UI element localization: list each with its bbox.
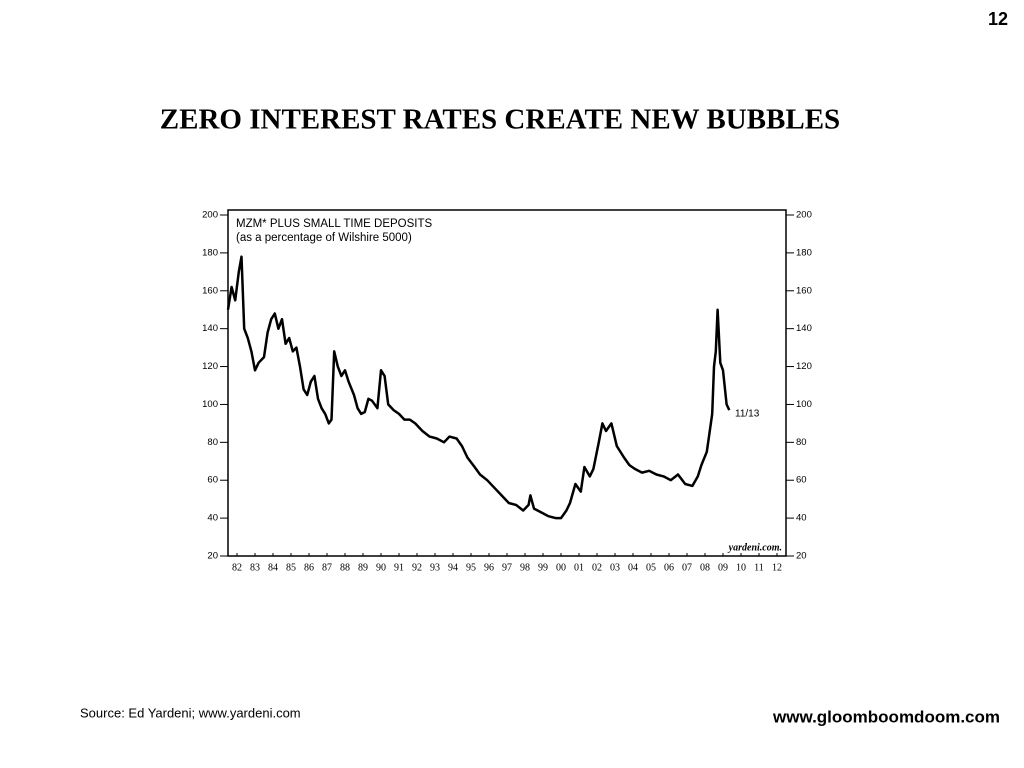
x-tick-label: 04	[628, 562, 638, 573]
y2-tick-label: 140	[796, 323, 812, 334]
slide-title: ZERO INTEREST RATES CREATE NEW BUBBLES	[160, 104, 840, 136]
x-tick-label: 93	[430, 562, 440, 573]
website: www.gloomboomdoom.com	[772, 707, 1000, 726]
y2-tick-label: 120	[796, 361, 812, 372]
x-tick-label: 83	[250, 562, 260, 573]
watermark: yardeni.com.	[728, 542, 782, 553]
x-tick-label: 85	[286, 562, 296, 573]
x-tick-label: 97	[502, 562, 512, 573]
x-tick-label: 12	[772, 562, 782, 573]
x-tick-label: 07	[682, 562, 692, 573]
x-tick-label: 82	[232, 562, 242, 573]
x-tick-label: 06	[664, 562, 674, 573]
y-tick-label: 60	[207, 475, 218, 486]
source: Source: Ed Yardeni; www.yardeni.com	[80, 705, 301, 720]
x-tick-label: 11	[754, 562, 764, 573]
x-tick-label: 01	[574, 562, 584, 573]
x-tick-label: 90	[376, 562, 386, 573]
y-tick-label: 180	[202, 247, 218, 258]
x-tick-label: 08	[700, 562, 710, 573]
y-tick-label: 120	[202, 361, 218, 372]
y-tick-label: 160	[202, 285, 218, 296]
x-tick-label: 91	[394, 562, 404, 573]
y-tick-label: 100	[202, 399, 218, 410]
y2-tick-label: 20	[796, 551, 807, 562]
x-tick-label: 92	[412, 562, 422, 573]
x-tick-label: 05	[646, 562, 656, 573]
y2-tick-label: 160	[796, 285, 812, 296]
end-label: 11/13	[735, 409, 760, 420]
x-tick-label: 89	[358, 562, 368, 573]
slide-number: 12	[988, 9, 1008, 29]
x-tick-label: 95	[466, 562, 476, 573]
y2-tick-label: 40	[796, 513, 807, 524]
x-tick-label: 99	[538, 562, 548, 573]
x-tick-label: 98	[520, 562, 530, 573]
x-tick-label: 84	[268, 562, 278, 573]
y2-tick-label: 100	[796, 399, 812, 410]
x-tick-label: 09	[718, 562, 728, 573]
data-line	[226, 255, 731, 520]
x-tick-label: 94	[448, 562, 458, 573]
y-tick-label: 80	[207, 437, 218, 448]
y-tick-label: 200	[202, 210, 218, 221]
x-tick-label: 87	[322, 562, 332, 573]
x-tick-label: 86	[304, 562, 314, 573]
x-tick-label: 88	[340, 562, 350, 573]
chart-subtitle: (as a percentage of Wilshire 5000)	[236, 232, 412, 244]
x-tick-label: 03	[610, 562, 620, 573]
y-tick-label: 20	[207, 551, 218, 562]
chart-title: MZM* PLUS SMALL TIME DEPOSITS	[236, 218, 433, 230]
y2-tick-label: 60	[796, 475, 807, 486]
x-tick-label: 96	[484, 562, 494, 573]
x-tick-label: 00	[556, 562, 566, 573]
x-tick-label: 02	[592, 562, 602, 573]
y-tick-label: 40	[207, 513, 218, 524]
y2-tick-label: 180	[796, 247, 812, 258]
y-tick-label: 140	[202, 323, 218, 334]
y2-tick-label: 80	[796, 437, 807, 448]
x-tick-label: 10	[736, 562, 746, 573]
y2-tick-label: 200	[796, 210, 812, 221]
